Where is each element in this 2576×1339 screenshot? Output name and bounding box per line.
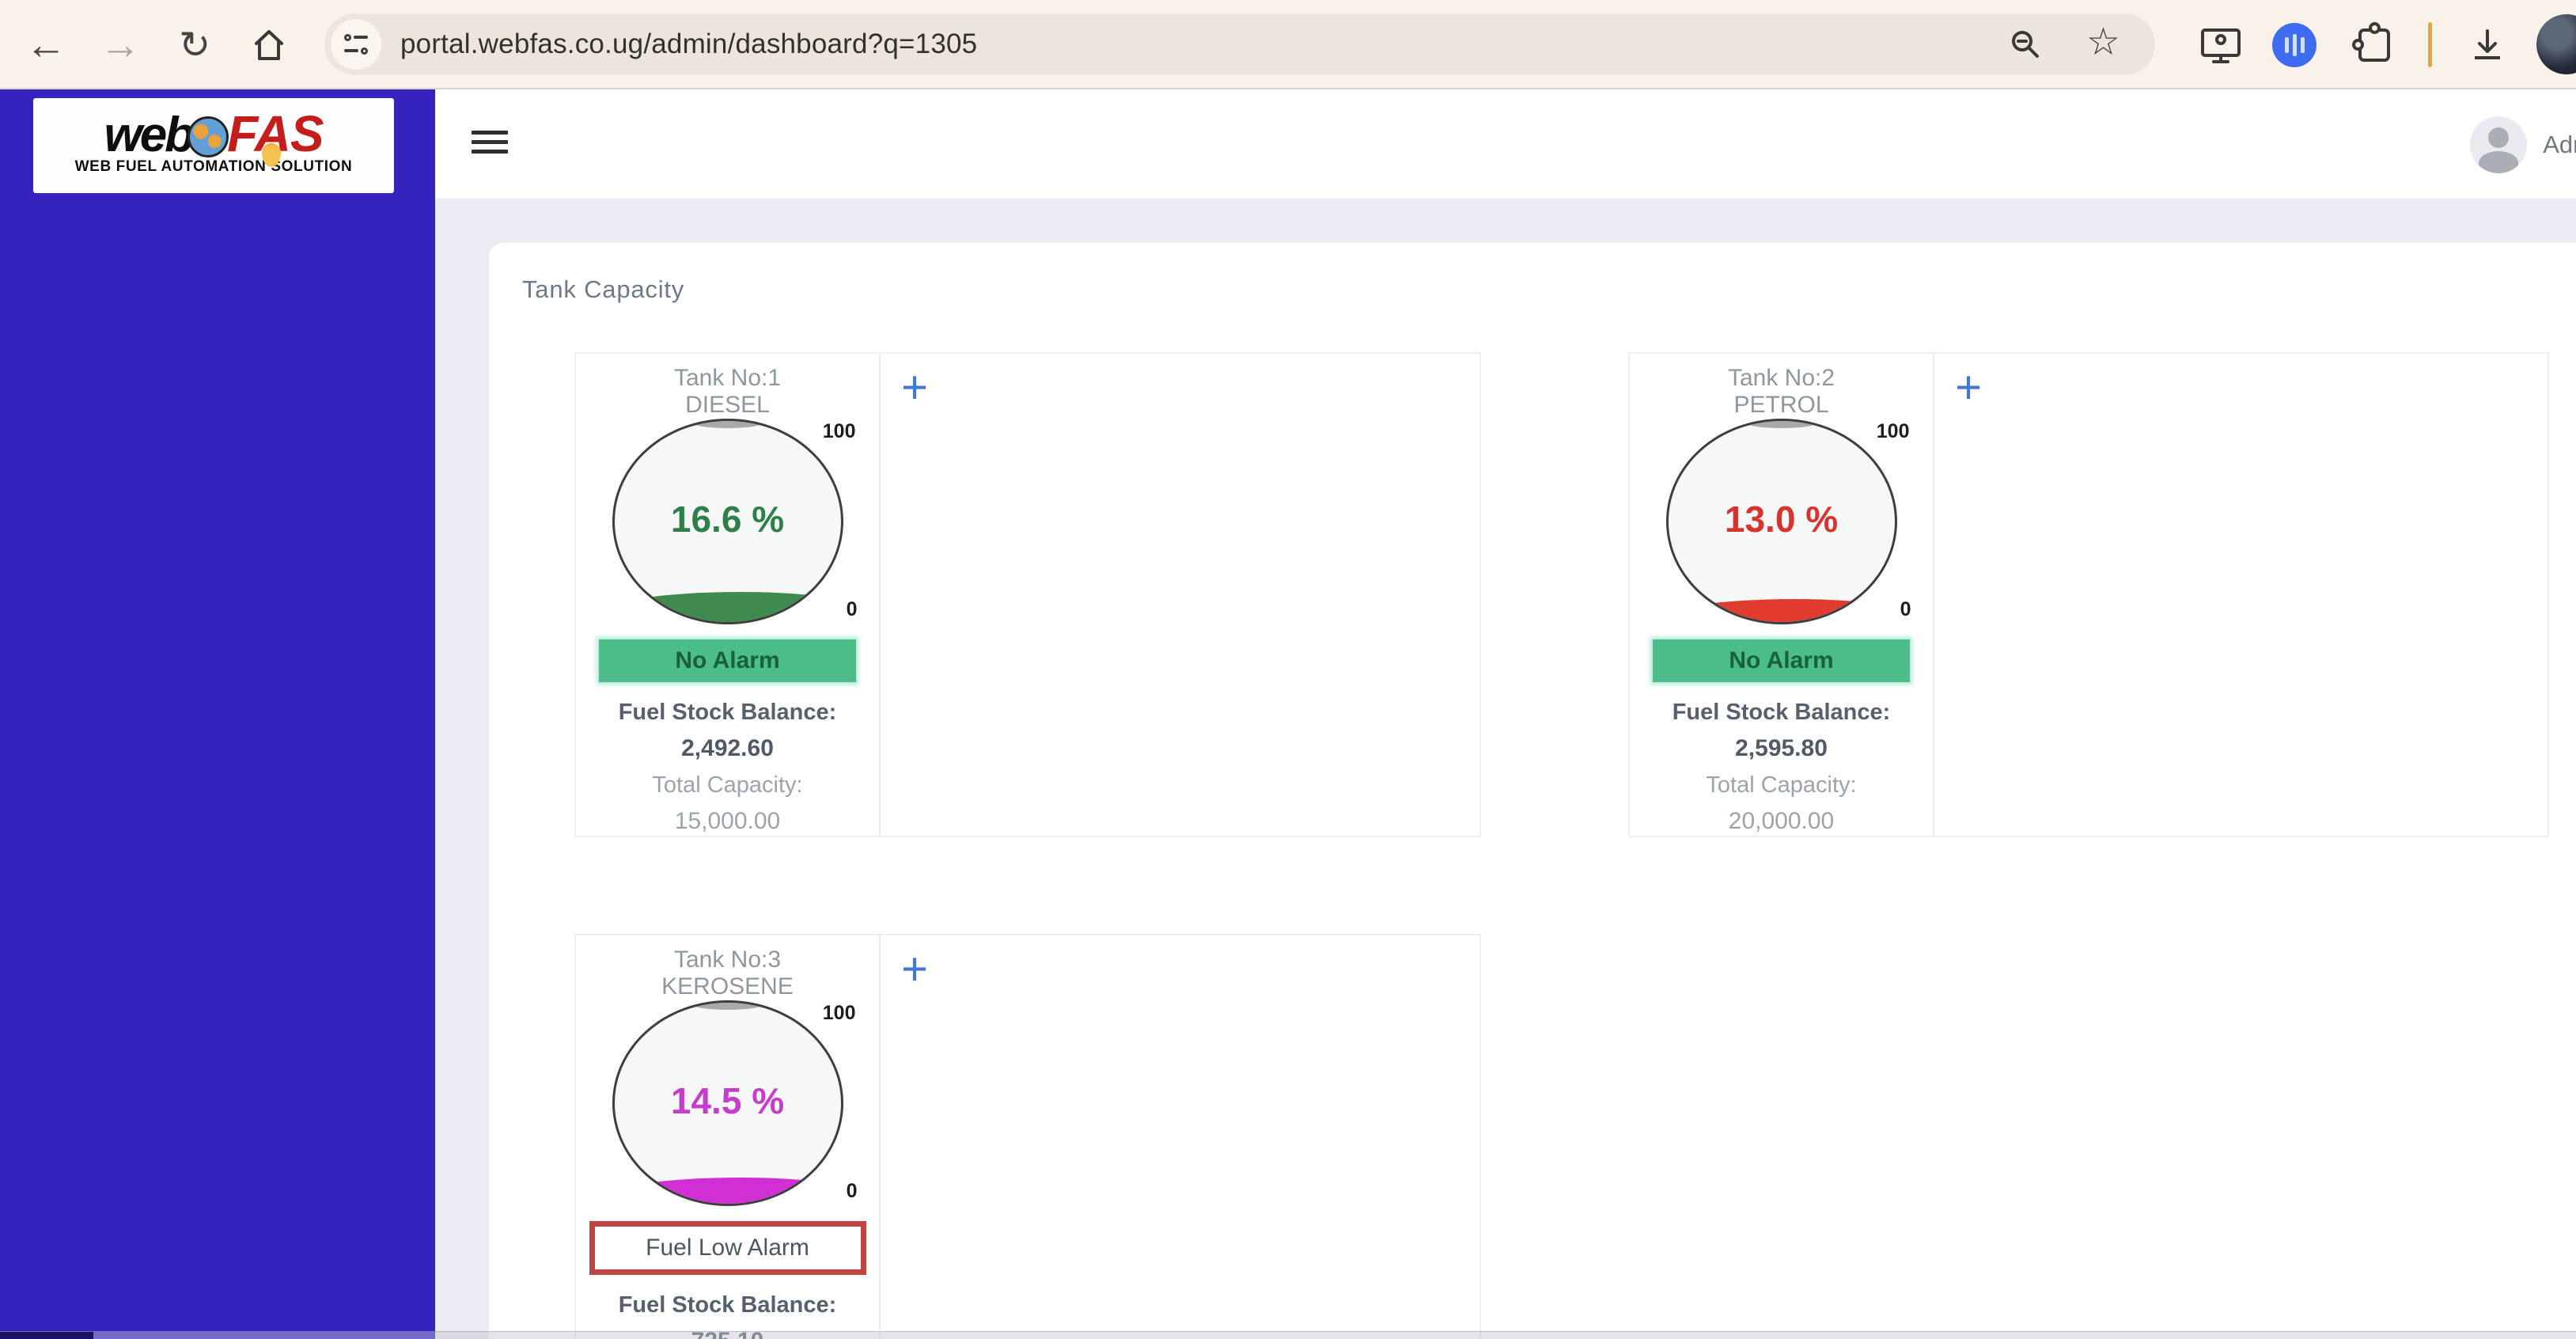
app-header: Adm xyxy=(435,89,2576,199)
stock-label: Fuel Stock Balance: xyxy=(618,700,837,725)
sidebar: web FAS WEB FUEL AUTOMATION SOLUTION xyxy=(0,89,435,1339)
tank-card-3: Tank No:3 KEROSENE 14.5 % 100 0 Fuel Low… xyxy=(574,934,1481,1339)
stock-label: Fuel Stock Balance: xyxy=(618,1292,837,1318)
capacity-value: 20,000.00 xyxy=(1728,808,1835,834)
download-icon[interactable] xyxy=(2457,0,2517,89)
scrollbar-thumb[interactable] xyxy=(0,1332,93,1339)
stock-value: 2,492.60 xyxy=(681,735,774,761)
logo-fas-text: FAS xyxy=(227,105,324,167)
alarm-status-badge: Fuel Low Alarm xyxy=(589,1221,866,1275)
gauge-percent: 14.5 % xyxy=(670,1079,785,1121)
alarm-status-badge: No Alarm xyxy=(1653,639,1910,682)
gauge-fill xyxy=(614,1178,841,1204)
blue-extension-icon[interactable] xyxy=(2269,0,2320,89)
tank-cell: Tank No:2 PETROL 13.0 % 100 0 No Alarm F… xyxy=(1630,354,1934,836)
gauge-min-label: 0 xyxy=(846,1180,858,1202)
home-icon[interactable] xyxy=(237,0,301,89)
zoom-out-icon[interactable] xyxy=(2008,27,2043,66)
add-tank-button[interactable]: + xyxy=(901,362,928,413)
webfas-logo[interactable]: web FAS WEB FUEL AUTOMATION SOLUTION xyxy=(33,98,394,193)
tank-cap-icon xyxy=(693,421,762,428)
tank-title: Tank No:3 KEROSENE xyxy=(661,946,794,1000)
tank-gauge: 16.6 % 100 0 xyxy=(612,419,858,624)
forward-icon[interactable]: → xyxy=(100,21,141,68)
gauge-min-label: 0 xyxy=(1900,598,1911,620)
cast-icon[interactable] xyxy=(2193,0,2248,89)
gauge-percent: 16.6 % xyxy=(670,498,785,540)
logo-tagline: WEB FUEL AUTOMATION SOLUTION xyxy=(74,158,353,175)
tank-cell: Tank No:1 DIESEL 16.6 % 100 0 No Alarm F… xyxy=(576,354,881,836)
capacity-label: Total Capacity: xyxy=(652,772,803,798)
gauge-fill xyxy=(1668,598,1895,622)
tank-title: Tank No:2 PETROL xyxy=(1727,365,1835,418)
gauge-max-label: 100 xyxy=(822,420,856,442)
capacity-label: Total Capacity: xyxy=(1706,772,1857,798)
reload-icon[interactable]: ↻ xyxy=(178,24,211,66)
gauge-max-label: 100 xyxy=(1876,420,1910,442)
tank-cell: Tank No:3 KEROSENE 14.5 % 100 0 Fuel Low… xyxy=(576,935,881,1339)
alarm-status-badge: No Alarm xyxy=(599,639,856,682)
tank-card-1: Tank No:1 DIESEL 16.6 % 100 0 No Alarm F… xyxy=(574,352,1481,837)
menu-toggle-icon[interactable] xyxy=(472,131,508,159)
tank-title: Tank No:1 DIESEL xyxy=(673,365,782,418)
logo-web-text: web xyxy=(104,108,195,162)
gauge-fill xyxy=(614,591,841,622)
add-tank-button[interactable]: + xyxy=(1955,362,1982,413)
browser-profile-avatar[interactable] xyxy=(2536,14,2576,74)
gauge-max-label: 100 xyxy=(822,1002,856,1024)
user-menu[interactable]: Adm xyxy=(2470,116,2576,173)
fuel-drop-icon xyxy=(262,143,282,167)
page-title: Tank Capacity xyxy=(522,275,685,303)
toolbar-separator xyxy=(2428,22,2432,67)
tank-cap-icon xyxy=(1747,421,1816,428)
back-icon[interactable]: ← xyxy=(25,21,66,68)
bookmark-star-icon[interactable]: ☆ xyxy=(2085,21,2120,63)
stock-value: 725.10 xyxy=(576,1323,879,1339)
tank-gauge: 13.0 % 100 0 xyxy=(1665,419,1911,624)
stock-value: 2,595.80 xyxy=(1735,735,1828,761)
url-text[interactable]: portal.webfas.co.ug/admin/dashboard?q=13… xyxy=(400,28,978,59)
extensions-puzzle-icon[interactable] xyxy=(2347,0,2402,89)
globe-icon xyxy=(188,116,229,157)
gauge-percent: 13.0 % xyxy=(1724,498,1839,540)
gauge-min-label: 0 xyxy=(846,598,858,620)
tank-gauge: 14.5 % 100 0 xyxy=(612,1000,858,1206)
horizontal-scrollbar[interactable] xyxy=(0,1331,2576,1339)
stock-label: Fuel Stock Balance: xyxy=(1672,700,1891,725)
add-tank-button[interactable]: + xyxy=(901,943,928,995)
browser-toolbar: ← → ↻ portal.webfas.co.ug/admin/dashboar… xyxy=(0,0,2576,89)
tank-cap-icon xyxy=(693,1003,762,1010)
capacity-value: 15,000.00 xyxy=(674,808,781,834)
tank-card-2: Tank No:2 PETROL 13.0 % 100 0 No Alarm F… xyxy=(1628,352,2549,837)
site-settings-icon[interactable] xyxy=(331,19,381,70)
user-avatar-icon xyxy=(2470,116,2528,173)
address-bar[interactable]: portal.webfas.co.ug/admin/dashboard?q=13… xyxy=(324,13,2155,75)
user-name: Adm xyxy=(2543,131,2576,158)
